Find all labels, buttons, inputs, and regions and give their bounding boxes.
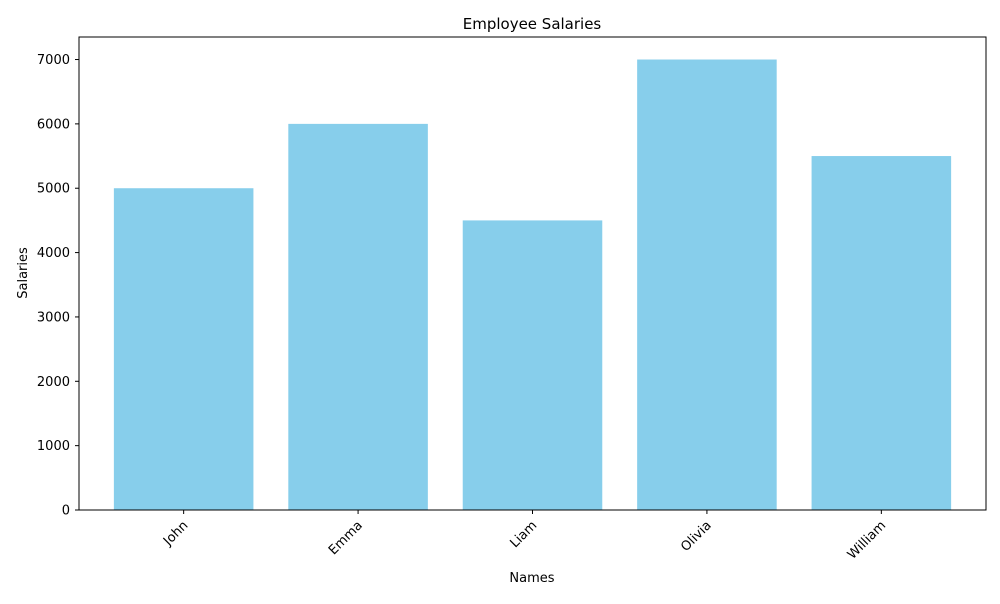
bar-william bbox=[811, 156, 952, 511]
bar-olivia bbox=[637, 59, 777, 511]
x-axis-label: Names bbox=[509, 571, 554, 586]
y-axis-label: Salaries bbox=[16, 247, 31, 299]
bar-john bbox=[113, 188, 254, 511]
x-tick-label-liam: Liam bbox=[507, 518, 540, 551]
y-tick-label: 6000 bbox=[37, 117, 70, 132]
plot-area bbox=[113, 59, 952, 511]
x-tick-label-emma: Emma bbox=[326, 518, 366, 558]
x-axis: John Emma Liam Olivia William bbox=[160, 510, 889, 563]
y-tick-label: 1000 bbox=[37, 439, 70, 454]
bar-liam bbox=[462, 220, 603, 510]
y-axis: 0 1000 2000 3000 4000 5000 6000 7000 bbox=[37, 53, 79, 519]
x-tick-label-william: William bbox=[845, 518, 889, 562]
bar-emma bbox=[288, 123, 428, 510]
y-tick-label: 0 bbox=[62, 504, 70, 519]
x-tick-label-olivia: Olivia bbox=[678, 518, 715, 555]
y-tick-label: 3000 bbox=[37, 310, 70, 325]
x-tick-label-john: John bbox=[160, 518, 191, 549]
y-tick-label: 5000 bbox=[37, 182, 70, 197]
y-tick-label: 7000 bbox=[37, 53, 70, 68]
chart-title: Employee Salaries bbox=[463, 15, 602, 33]
y-tick-label: 4000 bbox=[37, 246, 70, 261]
y-tick-label: 2000 bbox=[37, 375, 70, 390]
